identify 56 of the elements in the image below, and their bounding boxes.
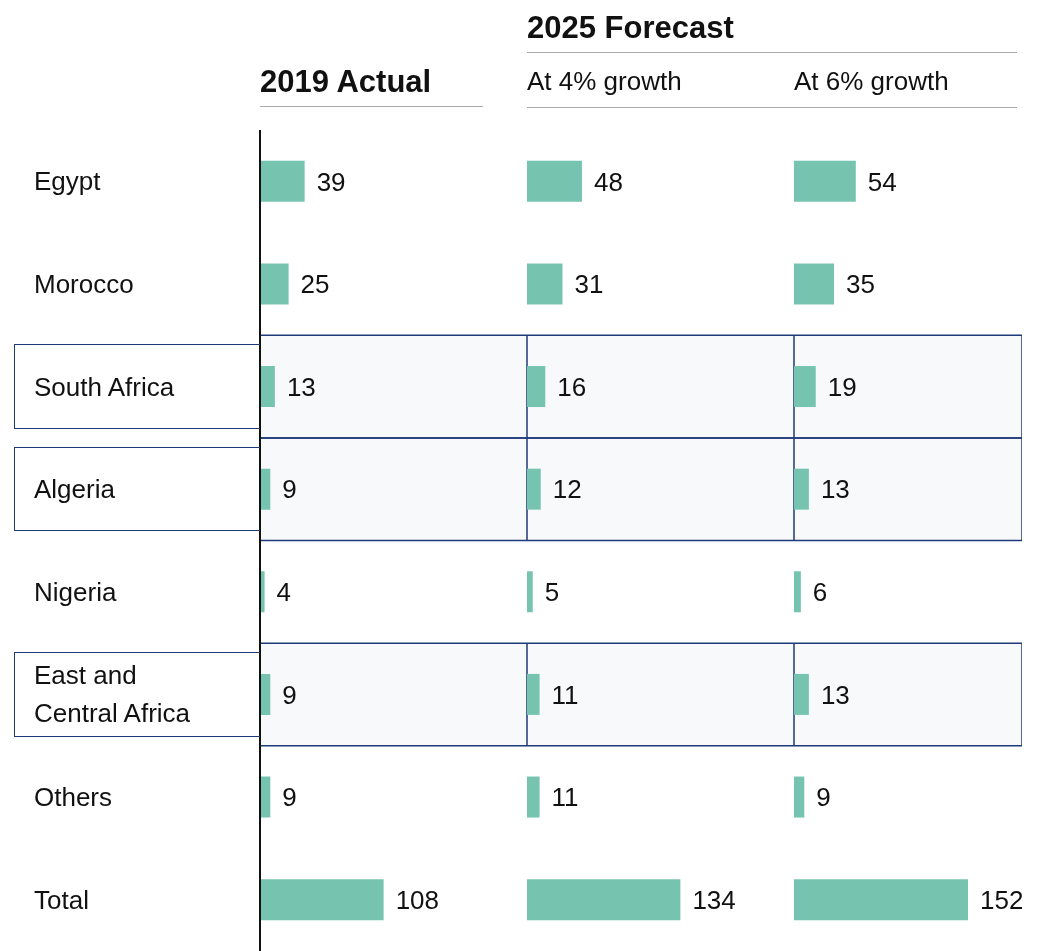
y-tick-label: Egypt [34,166,102,197]
data-label: 31 [574,269,604,300]
data-label: 39 [316,166,346,197]
data-label: 13 [820,474,850,505]
bar [794,160,856,202]
data-label: 134 [692,884,736,915]
data-label: 9 [282,474,297,505]
data-label: 9 [282,679,297,710]
y-tick-label: South Africa [34,371,175,402]
chart-subtitle: At 6% growth [794,66,1017,108]
y-tick-label: Others [34,782,113,813]
data-label: 13 [820,679,850,710]
data-label: 4 [276,577,292,608]
bar [794,263,835,305]
y-tick-label: Total [34,884,89,915]
data-label: 6 [812,577,828,608]
data-label: 9 [816,782,831,813]
data-label: 25 [300,269,330,300]
bar [527,468,541,510]
data-label: 12 [552,474,582,505]
data-label: 108 [395,884,440,915]
y-tick-label: Nigeria [34,576,117,607]
data-label: 152 [980,884,1024,915]
y-tick-label: East and Central Africa [34,660,191,729]
y-tick-label: Morocco [34,268,134,299]
chart-subtitle: At 4% growth [527,66,794,108]
bar [527,160,582,202]
bar [794,366,816,408]
chart-title: 2025 Forecast [527,10,1017,53]
data-label: 54 [867,166,897,197]
bar [794,468,809,510]
data-label: 11 [551,679,579,710]
data-label: 19 [827,371,857,402]
bar [794,776,805,818]
y-tick-label: Algeria [34,474,116,505]
bar [794,571,801,613]
data-label: 11 [551,782,579,813]
bar [260,879,384,921]
chart-title: 2019 Actual [260,64,483,107]
bar [260,366,275,408]
data-label: 48 [593,166,623,197]
data-label: 5 [544,577,560,608]
bar [527,263,563,305]
bar [794,879,968,921]
data-label: 13 [286,371,316,402]
bar [260,263,289,305]
bar [794,673,809,715]
bar [260,160,305,202]
bar [527,673,540,715]
bar [527,879,681,921]
data-label: 9 [282,782,297,813]
bar [527,571,533,613]
bar [527,366,546,408]
data-label: 35 [846,269,875,300]
data-label: 16 [557,371,587,402]
bar [527,776,540,818]
